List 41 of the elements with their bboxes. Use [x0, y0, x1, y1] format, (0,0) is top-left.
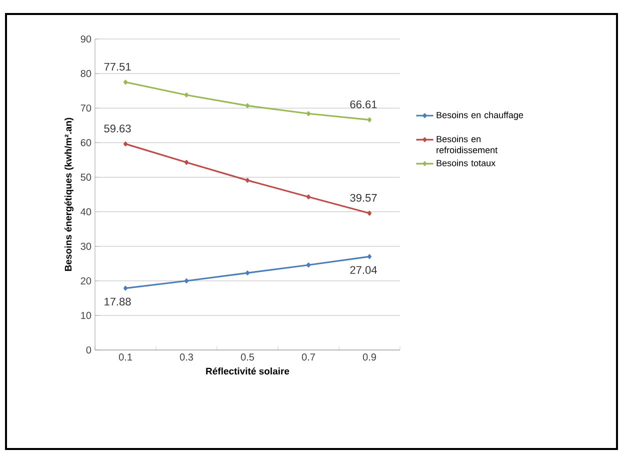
point: [184, 92, 189, 98]
point: [124, 142, 128, 146]
point: [306, 111, 310, 116]
point: [367, 117, 372, 122]
point: [124, 80, 128, 85]
point: [246, 103, 250, 108]
y-tick-label: 10: [81, 312, 92, 319]
data-label: 59.63: [104, 124, 131, 132]
x-axis-title: Réflectivité solaire: [206, 367, 290, 375]
legend-label: Besoins en refroidissement: [436, 136, 498, 154]
x-tick-label: 0.3: [180, 354, 194, 361]
point: [184, 160, 189, 165]
data-label: 39.57: [350, 194, 377, 202]
point: [367, 254, 372, 259]
legend-label: Besoins en chauffage: [436, 112, 524, 120]
point: [367, 210, 372, 216]
data-label: 66.61: [350, 100, 377, 108]
y-tick-label: 80: [80, 70, 92, 78]
y-axis-title: Besoins énergétiques (kwh/m².an): [64, 118, 74, 271]
data-label: 27.04: [350, 266, 377, 274]
x-tick-label: 0.1: [118, 354, 132, 361]
point: [306, 194, 310, 200]
x-tick-label: 0.7: [302, 354, 315, 361]
point: [306, 262, 310, 268]
legend-label: Besoins totaux: [436, 160, 496, 166]
y-tick-label: 0: [86, 346, 92, 354]
point: [184, 278, 189, 284]
y-tick-label: 40: [80, 208, 92, 216]
point: [246, 178, 250, 183]
y-tick-label: 60: [80, 139, 92, 146]
y-tick-label: 50: [80, 174, 92, 181]
y-tick-label: 90: [80, 35, 92, 43]
point: [246, 270, 250, 276]
y-tick-label: 70: [80, 104, 92, 112]
data-label: 17.88: [104, 298, 131, 306]
y-tick-label: 20: [80, 277, 92, 284]
data-label: 77.51: [104, 62, 131, 71]
x-tick-label: 0.9: [362, 354, 376, 361]
x-tick-label: 0.5: [240, 354, 254, 361]
y-tick-label: 30: [80, 242, 92, 250]
point: [124, 286, 128, 291]
